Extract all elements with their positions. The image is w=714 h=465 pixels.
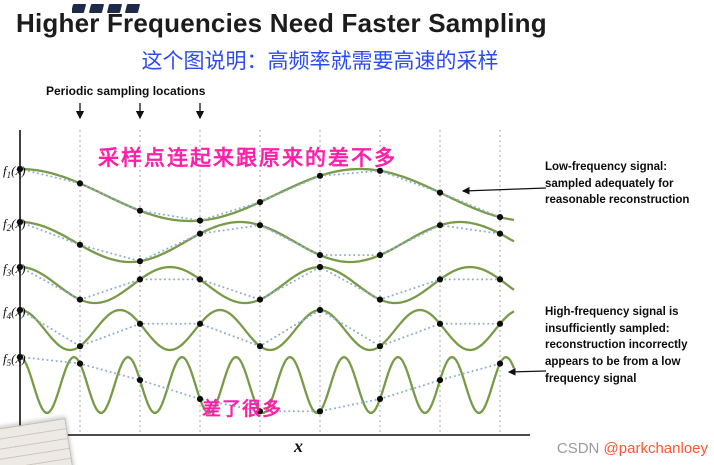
sample-dot (496, 276, 504, 283)
sample-dot (76, 343, 84, 350)
wave-group-1: f1(x) (3, 163, 515, 224)
annotation-pink-top: 采样点连起来跟原来的差不多 (98, 147, 397, 170)
sample-dot (256, 343, 264, 350)
sample-dot (496, 230, 504, 237)
sample-dot (16, 218, 24, 226)
page-title: Higher Frequencies Need Faster Sampling (16, 8, 547, 38)
sample-dot (496, 214, 504, 221)
sample-dot (76, 360, 84, 367)
sample-dot (316, 172, 324, 179)
sample-dot (496, 320, 504, 327)
sample-dot (76, 180, 84, 187)
function-label: f4(x) (3, 304, 26, 321)
sampling-locations-label: Periodic sampling locations (46, 84, 206, 98)
subtitle-chinese: 这个图说明：高频率就需要高速的采样 (141, 50, 499, 73)
watermark-handle: @parkchanloey (603, 440, 708, 457)
annotation-arrows (461, 186, 547, 376)
note-high-frequency: High-frequency signal is insufficiently … (545, 306, 688, 385)
function-label: f2(x) (3, 216, 26, 233)
sample-dot (436, 320, 444, 327)
annotation-pink-bottom: 差了很多 (202, 399, 283, 420)
sample-dot (196, 230, 204, 237)
wave-group-4: f4(x) (3, 304, 515, 352)
sample-dot (316, 252, 324, 259)
sample-dot (376, 395, 384, 403)
sample-dot (16, 263, 24, 271)
watermark: CSDN @parkchanloey (557, 440, 708, 457)
sample-dot (316, 306, 324, 314)
watermark-csdn: CSDN (556, 440, 600, 457)
sample-dot (256, 199, 264, 206)
sample-dot (496, 360, 504, 367)
sample-dot (76, 241, 84, 248)
signal-curve (20, 167, 515, 223)
sample-dot (376, 343, 384, 350)
sample-dot (196, 217, 204, 224)
sample-dot (196, 276, 204, 283)
plot-svg: f1(x) f2(x) f3(x) f4(x) f5(x) (3, 103, 547, 436)
sample-dot (256, 408, 264, 415)
sample-dot (136, 320, 144, 327)
sample-dot (376, 167, 384, 174)
sample-dot (16, 353, 24, 361)
signal-curve (19, 308, 515, 352)
function-label: f1(x) (3, 163, 26, 180)
function-label: f3(x) (3, 261, 26, 278)
sample-dot (196, 395, 204, 403)
signal-curve (20, 220, 515, 264)
reconstruction-line (19, 356, 501, 413)
signal-curve (19, 355, 516, 414)
function-label: f5(x) (3, 351, 26, 368)
sample-dot (136, 377, 144, 384)
wave-group-2: f2(x) (3, 216, 515, 265)
sample-dot (76, 296, 84, 303)
sample-dot (436, 276, 444, 283)
note-low-frequency: Low-frequency signal: sampled adequately… (545, 161, 690, 207)
sample-dot (376, 296, 384, 303)
sample-dot (436, 222, 444, 229)
sample-dot (136, 207, 144, 214)
sample-dot (136, 276, 144, 283)
sample-dot (136, 258, 144, 265)
axes (19, 130, 530, 436)
sample-dot (316, 408, 324, 415)
sample-dot (316, 263, 324, 271)
sampling-arrows (75, 103, 205, 120)
sample-dot (436, 189, 444, 196)
sample-dot (256, 222, 264, 229)
sample-dot (196, 320, 204, 327)
sample-dot (436, 377, 444, 384)
sample-dot (16, 306, 24, 314)
sample-dot (376, 252, 384, 259)
sample-dot (16, 165, 24, 173)
sample-dot (256, 296, 264, 303)
x-axis-label: x (294, 436, 303, 456)
reconstruction-line (19, 168, 501, 222)
